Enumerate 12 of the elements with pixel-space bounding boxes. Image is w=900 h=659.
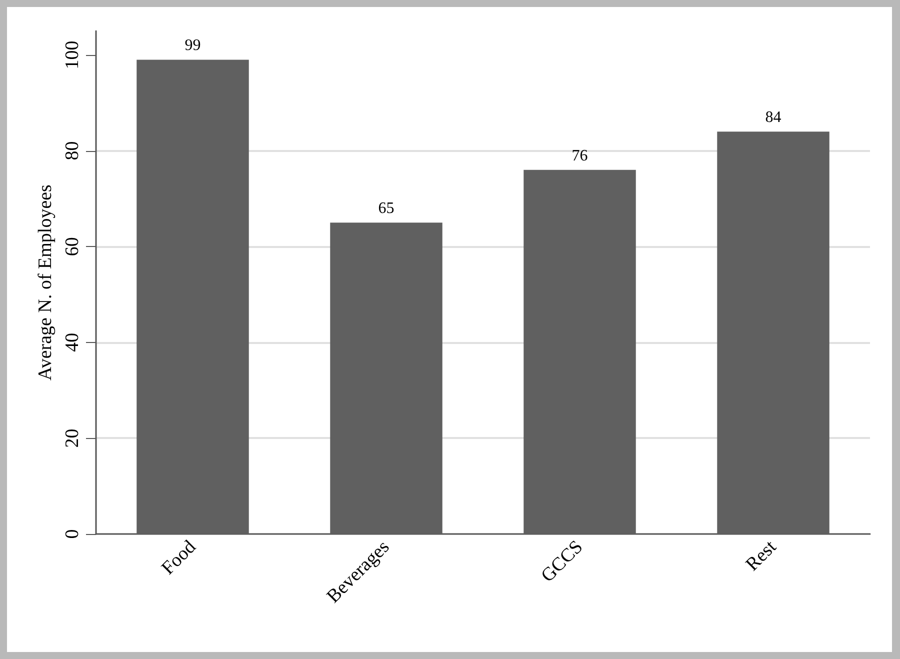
y-tick-label: 0 (62, 529, 83, 539)
y-tick-label: 80 (62, 141, 83, 160)
y-tick-label: 20 (62, 428, 83, 448)
data-label: 84 (765, 109, 782, 126)
data-label: 65 (378, 200, 394, 218)
y-axis-title: Average N. of Employees (35, 184, 56, 380)
y-tick-label: 100 (62, 40, 83, 70)
x-tick-label: Rest (742, 536, 782, 576)
data-label: 99 (184, 37, 201, 54)
data-label: 76 (572, 147, 588, 164)
y-tick-label: 60 (62, 237, 83, 256)
y-tick-label: 40 (62, 332, 83, 352)
